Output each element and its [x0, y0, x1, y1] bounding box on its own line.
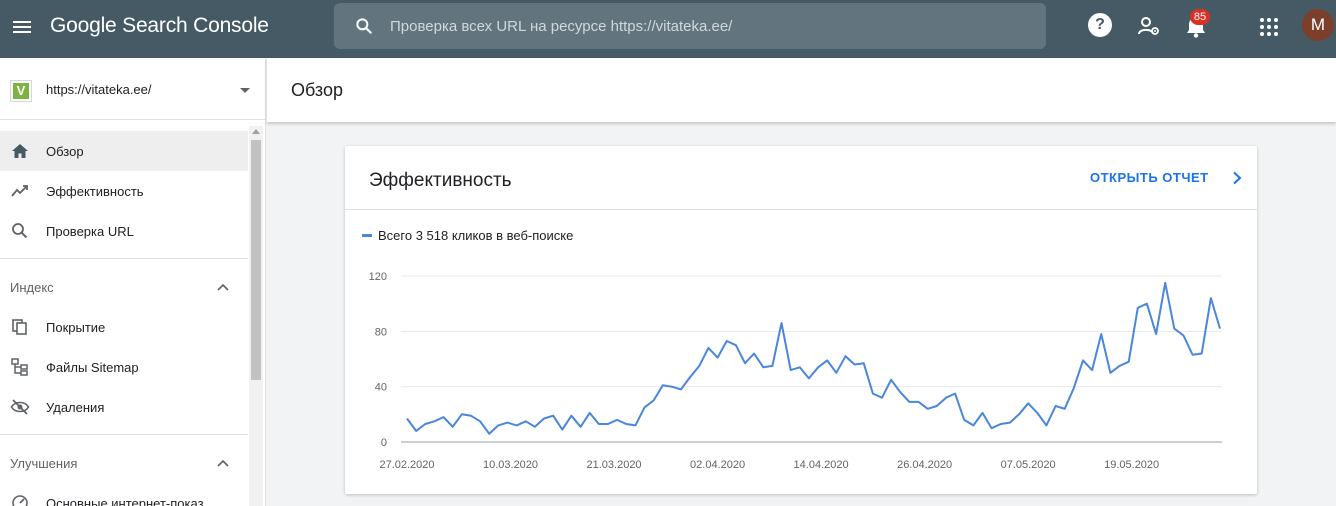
y-tick-label: 40: [375, 382, 387, 394]
sidebar-item-label: Покрытие: [46, 320, 106, 335]
scrollbar-thumb[interactable]: [251, 140, 261, 380]
property-selector[interactable]: V https://vitateka.ee/: [0, 58, 265, 120]
search-input[interactable]: [390, 3, 1030, 49]
page-header: Обзор: [267, 58, 1336, 122]
search-icon[interactable]: [354, 16, 374, 36]
series-line-clicks: [406, 281, 1221, 435]
chevron-up-icon[interactable]: [216, 456, 230, 470]
page-title: Обзор: [291, 80, 343, 100]
search-icon: [12, 223, 28, 239]
home-icon: [12, 144, 28, 158]
users-settings-icon[interactable]: [1136, 13, 1162, 39]
sidebar-divider: [0, 258, 248, 259]
x-tick-label: 10.03.2020: [483, 459, 538, 471]
sidebar-item-label: Проверка URL: [46, 224, 134, 239]
sidebar-item-label: Удаления: [46, 400, 105, 415]
removals-icon: [10, 399, 30, 415]
sidebar-item-label: Файлы Sitemap: [46, 360, 139, 375]
url-inspection-search: [334, 3, 1046, 49]
clicks-line-chart: 0 40 80 120 27.02.2020 10.03.2020 21.03.2020 02…: [369, 271, 1222, 471]
y-tick-label: 80: [375, 326, 387, 338]
x-tick-label: 02.04.2020: [690, 459, 745, 471]
x-tick-label: 07.05.2020: [1001, 459, 1056, 471]
legend-swatch: [362, 234, 372, 238]
sidebar-item-coverage[interactable]: Покрытие: [0, 307, 248, 347]
top-app-bar: Google Search Console ? 85 M: [0, 0, 1336, 58]
x-tick-label: 27.02.2020: [379, 459, 434, 471]
coverage-icon: [12, 319, 27, 335]
section-title-enhancements: Улучшения: [10, 456, 78, 471]
sidebar-divider: [0, 434, 248, 435]
help-icon[interactable]: ?: [1088, 13, 1112, 37]
performance-card: Эффективность ОТКРЫТЬ ОТЧЕТ Всего 3 518 …: [345, 146, 1257, 494]
sidebar-item-performance[interactable]: Эффективность: [0, 171, 248, 211]
chevron-up-icon[interactable]: [216, 280, 230, 294]
x-tick-label: 26.04.2020: [897, 459, 952, 471]
dropdown-caret-icon[interactable]: [240, 88, 250, 93]
card-title: Эффективность: [369, 170, 512, 191]
app-title[interactable]: Google Search Console: [50, 14, 269, 37]
y-tick-label: 0: [381, 437, 387, 449]
property-logo: V: [10, 80, 32, 102]
sidebar: V https://vitateka.ee/ Обзор Эффективнос…: [0, 58, 266, 506]
property-url: https://vitateka.ee/: [46, 82, 152, 97]
sidebar-item-overview[interactable]: Обзор: [0, 131, 248, 171]
notifications-badge: 85: [1190, 9, 1210, 25]
sitemap-icon: [11, 358, 28, 376]
section-title-index: Индекс: [10, 280, 54, 295]
legend-label: Всего 3 518 кликов в веб-поиске: [378, 228, 574, 243]
speedometer-icon: [12, 495, 28, 506]
open-report-link[interactable]: ОТКРЫТЬ ОТЧЕТ: [1090, 170, 1209, 185]
sidebar-item-label: Основные интернет-показ...: [46, 496, 215, 506]
sidebar-item-core-web-vitals[interactable]: Основные интернет-показ...: [0, 483, 248, 506]
x-tick-label: 21.03.2020: [587, 459, 642, 471]
y-tick-label: 120: [369, 271, 387, 283]
chevron-right-icon[interactable]: [1231, 171, 1243, 185]
scroll-up-arrow-icon[interactable]: [252, 129, 260, 134]
sidebar-scrollbar[interactable]: [249, 126, 263, 506]
sidebar-item-sitemaps[interactable]: Файлы Sitemap: [0, 347, 248, 387]
x-tick-label: 14.04.2020: [794, 459, 849, 471]
sidebar-item-label: Обзор: [46, 144, 84, 159]
sidebar-item-removals[interactable]: Удаления: [0, 387, 248, 427]
x-tick-label: 19.05.2020: [1104, 459, 1159, 471]
chart-legend[interactable]: Всего 3 518 кликов в веб-поиске: [362, 228, 573, 243]
card-divider: [345, 209, 1257, 210]
sidebar-item-url-inspection[interactable]: Проверка URL: [0, 211, 248, 251]
apps-grid-icon[interactable]: [1258, 16, 1280, 38]
trending-up-icon: [11, 185, 28, 197]
account-avatar[interactable]: M: [1302, 9, 1334, 41]
hamburger-menu-icon[interactable]: [10, 16, 34, 40]
property-logo-letter: V: [13, 83, 29, 99]
sidebar-item-label: Эффективность: [46, 184, 144, 199]
